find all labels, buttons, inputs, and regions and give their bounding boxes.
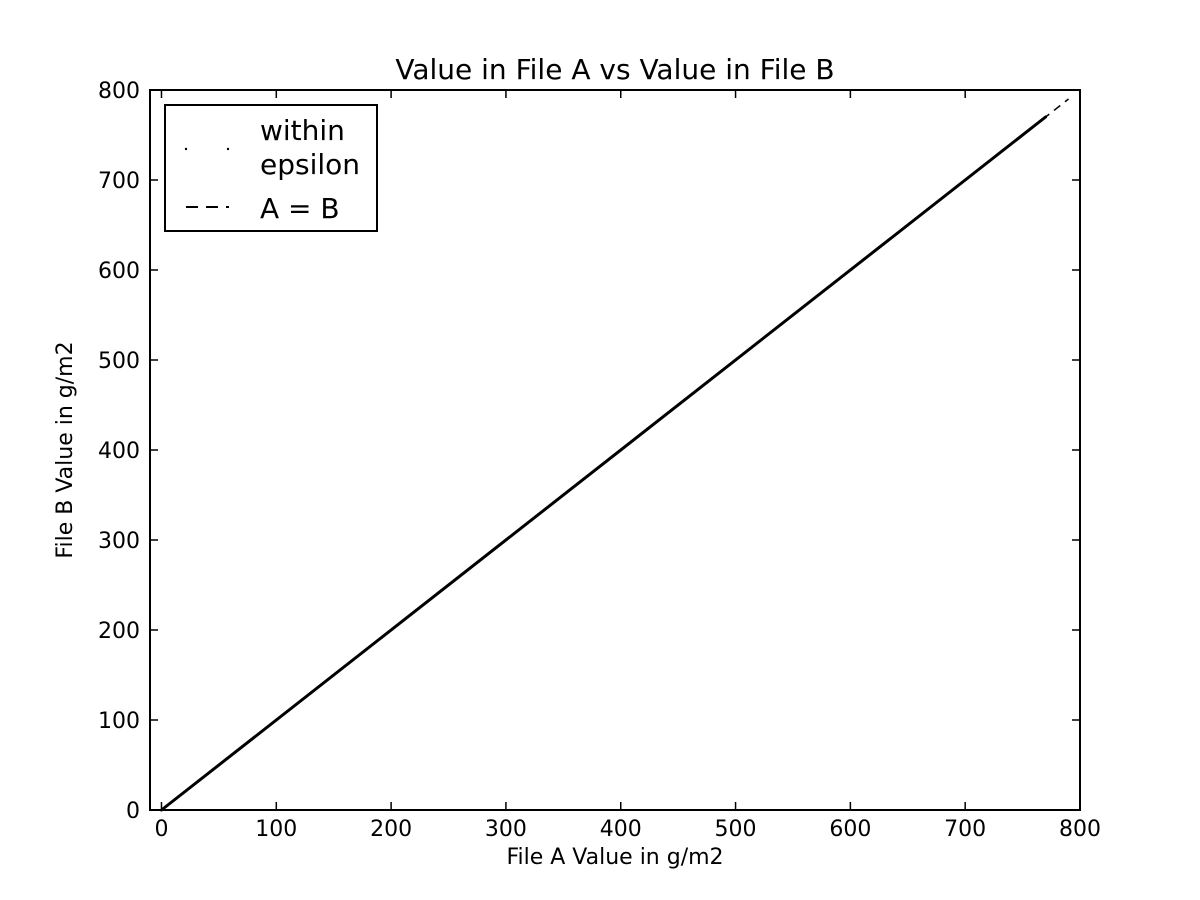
a-equals-b-line	[161, 98, 1069, 811]
legend-box	[164, 104, 378, 232]
y-tick-label: 400	[98, 439, 140, 464]
x-tick-label: 300	[485, 817, 527, 842]
legend-within-epsilon-marker-2	[226, 147, 230, 151]
legend-within-epsilon-label-line-1: within	[260, 114, 345, 147]
within-epsilon-point	[906, 223, 910, 227]
chart-title: Value in File A vs Value in File B	[395, 53, 834, 86]
x-tick-label: 200	[370, 817, 412, 842]
y-tick-label: 0	[126, 799, 140, 824]
x-tick-label: 800	[1059, 817, 1101, 842]
y-tick-label: 200	[98, 619, 140, 644]
y-tick-label: 300	[98, 529, 140, 554]
x-ticks-layer: 0 100 200 300 400 500 600 700 800	[154, 90, 1101, 842]
x-tick-label: 400	[600, 817, 642, 842]
x-tick-label: 500	[715, 817, 757, 842]
y-tick-label: 700	[98, 169, 140, 194]
x-tick-label: 700	[944, 817, 986, 842]
legend-within-epsilon-label-line-2: epsilon	[260, 148, 360, 181]
x-axis-label: File A Value in g/m2	[506, 845, 723, 870]
y-tick-label: 500	[98, 349, 140, 374]
y-axis-label: File B Value in g/m2	[53, 341, 78, 558]
plot-layer	[159, 98, 1069, 812]
y-tick-label: 100	[98, 709, 140, 734]
legend-within-epsilon-marker-1	[184, 147, 188, 151]
legend-a-equals-b-label: A = B	[260, 192, 340, 225]
x-tick-label: 100	[255, 817, 297, 842]
legend: within epsilon A = B	[164, 104, 378, 232]
within-epsilon-point	[619, 448, 623, 452]
within-epsilon-point	[676, 403, 680, 407]
y-tick-label: 800	[98, 79, 140, 104]
x-tick-label: 600	[829, 817, 871, 842]
y-ticks-layer: 0 100 200 300 400 500 600 700 800	[98, 79, 1080, 824]
y-tick-label: 600	[98, 259, 140, 284]
x-tick-label: 0	[154, 817, 168, 842]
within-epsilon-point	[389, 628, 393, 632]
